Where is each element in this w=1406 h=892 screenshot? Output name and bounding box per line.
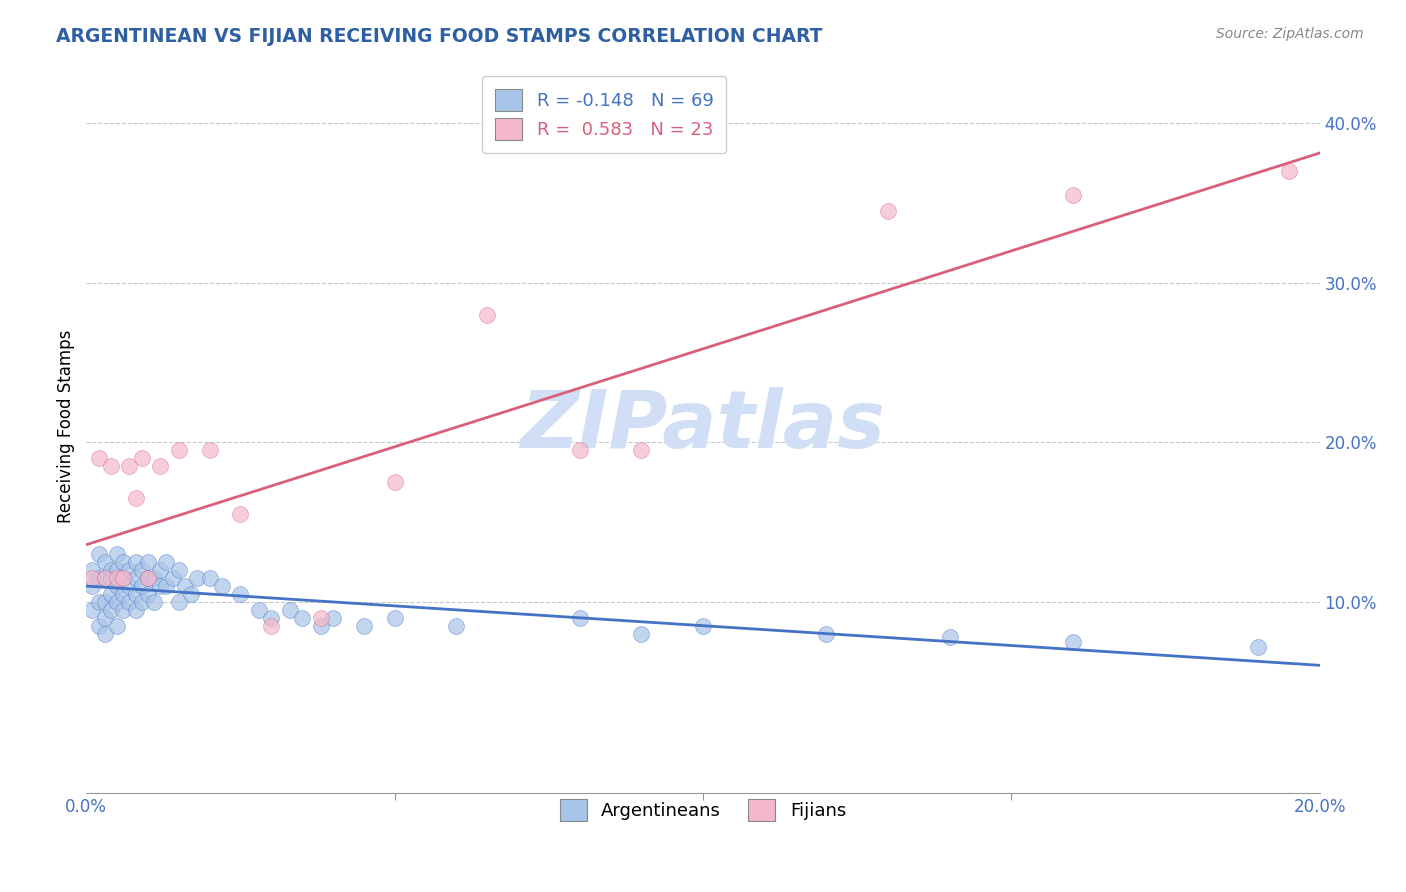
Point bbox=[162, 571, 184, 585]
Point bbox=[105, 563, 128, 577]
Point bbox=[143, 571, 166, 585]
Point bbox=[87, 547, 110, 561]
Point bbox=[1278, 164, 1301, 178]
Point bbox=[112, 603, 135, 617]
Point bbox=[94, 611, 117, 625]
Point bbox=[384, 475, 406, 490]
Point bbox=[105, 547, 128, 561]
Point bbox=[322, 611, 344, 625]
Point bbox=[94, 571, 117, 585]
Point bbox=[100, 459, 122, 474]
Point bbox=[105, 595, 128, 609]
Point bbox=[384, 611, 406, 625]
Point bbox=[186, 571, 208, 585]
Point bbox=[87, 571, 110, 585]
Point bbox=[136, 555, 159, 569]
Point bbox=[309, 619, 332, 633]
Point bbox=[131, 595, 153, 609]
Point bbox=[87, 595, 110, 609]
Point bbox=[278, 603, 301, 617]
Point bbox=[247, 603, 270, 617]
Point bbox=[118, 563, 141, 577]
Point bbox=[94, 595, 117, 609]
Point bbox=[568, 443, 591, 458]
Point bbox=[291, 611, 314, 625]
Text: Source: ZipAtlas.com: Source: ZipAtlas.com bbox=[1216, 27, 1364, 41]
Point bbox=[229, 587, 252, 601]
Point bbox=[309, 611, 332, 625]
Point bbox=[100, 571, 122, 585]
Point bbox=[87, 619, 110, 633]
Point bbox=[630, 443, 652, 458]
Point bbox=[94, 627, 117, 641]
Point bbox=[568, 611, 591, 625]
Point bbox=[136, 571, 159, 585]
Y-axis label: Receiving Food Stamps: Receiving Food Stamps bbox=[58, 330, 75, 524]
Point bbox=[198, 443, 221, 458]
Point bbox=[82, 563, 104, 577]
Point bbox=[105, 619, 128, 633]
Point bbox=[877, 204, 900, 219]
Text: ARGENTINEAN VS FIJIAN RECEIVING FOOD STAMPS CORRELATION CHART: ARGENTINEAN VS FIJIAN RECEIVING FOOD STA… bbox=[56, 27, 823, 45]
Point bbox=[112, 587, 135, 601]
Point bbox=[112, 555, 135, 569]
Point bbox=[149, 459, 172, 474]
Point bbox=[1247, 640, 1270, 654]
Point bbox=[124, 571, 146, 585]
Point bbox=[149, 563, 172, 577]
Point bbox=[136, 571, 159, 585]
Point bbox=[112, 571, 135, 585]
Point bbox=[100, 563, 122, 577]
Point bbox=[87, 451, 110, 466]
Point bbox=[94, 571, 117, 585]
Point bbox=[198, 571, 221, 585]
Point bbox=[143, 595, 166, 609]
Point bbox=[124, 555, 146, 569]
Point bbox=[815, 627, 838, 641]
Point bbox=[630, 627, 652, 641]
Point bbox=[353, 619, 375, 633]
Point bbox=[167, 563, 190, 577]
Point bbox=[229, 507, 252, 521]
Point bbox=[100, 587, 122, 601]
Point bbox=[174, 579, 197, 593]
Point bbox=[131, 579, 153, 593]
Point bbox=[105, 579, 128, 593]
Legend: Argentineans, Fijians: Argentineans, Fijians bbox=[546, 785, 860, 836]
Point bbox=[136, 587, 159, 601]
Point bbox=[149, 579, 172, 593]
Point bbox=[938, 630, 960, 644]
Point bbox=[112, 571, 135, 585]
Point bbox=[1062, 635, 1084, 649]
Point bbox=[475, 308, 498, 322]
Point bbox=[260, 611, 283, 625]
Point bbox=[692, 619, 714, 633]
Point bbox=[82, 603, 104, 617]
Point bbox=[124, 603, 146, 617]
Point bbox=[82, 571, 104, 585]
Point bbox=[100, 603, 122, 617]
Point bbox=[180, 587, 202, 601]
Point bbox=[124, 491, 146, 506]
Point bbox=[446, 619, 468, 633]
Point bbox=[155, 555, 177, 569]
Point bbox=[167, 595, 190, 609]
Point bbox=[131, 451, 153, 466]
Point bbox=[131, 563, 153, 577]
Point bbox=[260, 619, 283, 633]
Point bbox=[105, 571, 128, 585]
Point bbox=[82, 579, 104, 593]
Point bbox=[118, 579, 141, 593]
Point bbox=[118, 459, 141, 474]
Point bbox=[211, 579, 233, 593]
Point bbox=[1062, 188, 1084, 202]
Point bbox=[155, 579, 177, 593]
Point bbox=[118, 595, 141, 609]
Text: ZIPatlas: ZIPatlas bbox=[520, 387, 886, 466]
Point bbox=[124, 587, 146, 601]
Point bbox=[94, 555, 117, 569]
Point bbox=[167, 443, 190, 458]
